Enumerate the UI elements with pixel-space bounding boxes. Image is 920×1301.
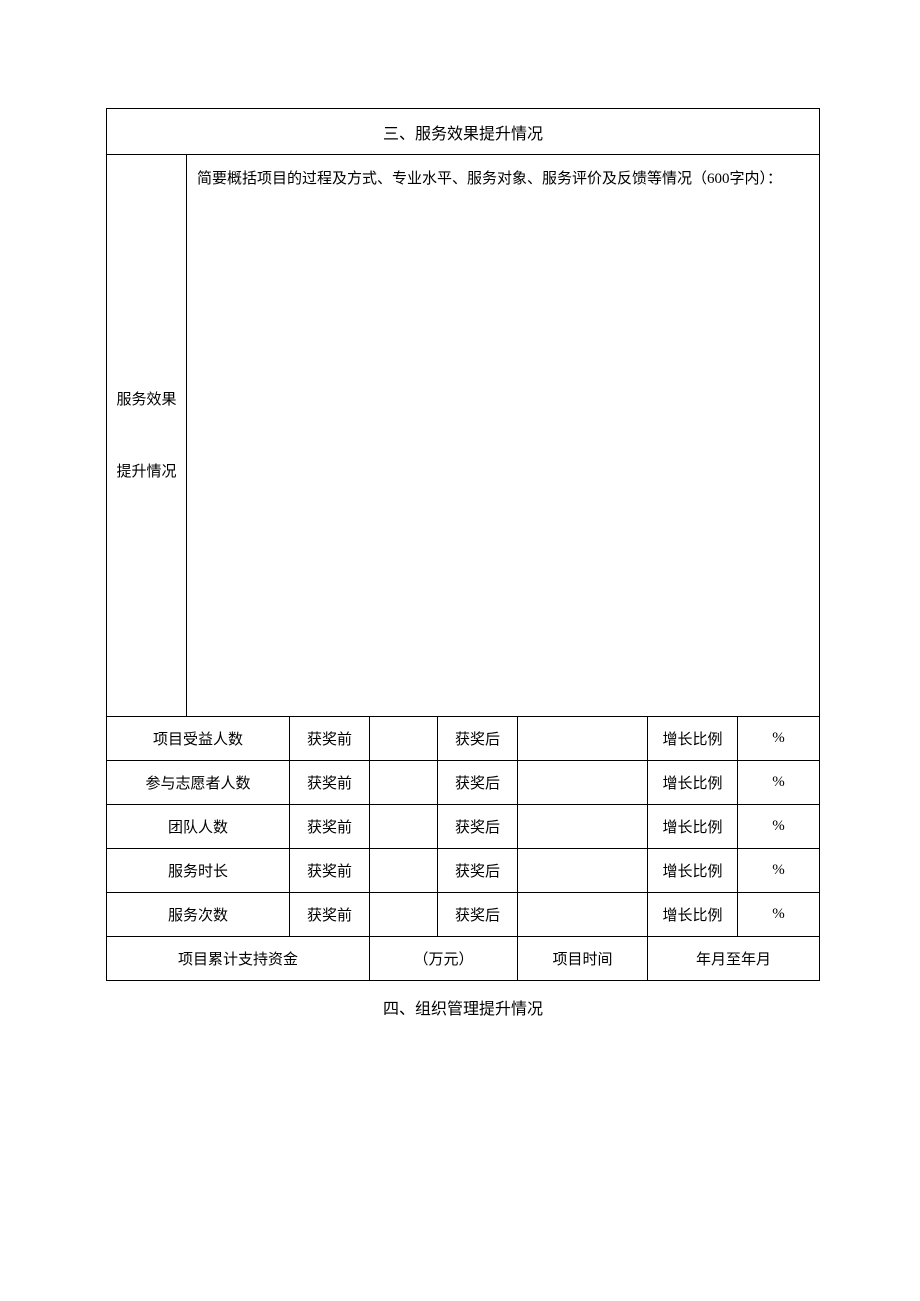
ratio-value: %	[738, 805, 820, 849]
after-label: 获奖后	[438, 849, 518, 893]
metric-label: 参与志愿者人数	[107, 761, 290, 805]
ratio-value: %	[738, 893, 820, 937]
after-value	[518, 761, 648, 805]
before-label: 获奖前	[290, 893, 370, 937]
after-value	[518, 849, 648, 893]
ratio-value: %	[738, 717, 820, 761]
before-label: 获奖前	[290, 761, 370, 805]
ratio-value: %	[738, 761, 820, 805]
after-label: 获奖后	[438, 805, 518, 849]
before-value	[370, 893, 438, 937]
metric-label: 项目受益人数	[107, 717, 290, 761]
metric-label: 服务次数	[107, 893, 290, 937]
table-row: 团队人数 获奖前 获奖后 增长比例 %	[107, 805, 820, 849]
table-row: 项目受益人数 获奖前 获奖后 增长比例 %	[107, 717, 820, 761]
table-row: 服务时长 获奖前 获奖后 增长比例 %	[107, 849, 820, 893]
ratio-label: 增长比例	[648, 717, 738, 761]
section-title: 三、服务效果提升情况	[107, 109, 820, 155]
service-effect-table: 三、服务效果提升情况 服务效果 提升情况 简要概括项目的过程及方式、专业水平、服…	[106, 108, 820, 981]
summary-prompt: 简要概括项目的过程及方式、专业水平、服务对象、服务评价及反馈等情况（600字内）…	[187, 155, 820, 717]
table-row: 参与志愿者人数 获奖前 获奖后 增长比例 %	[107, 761, 820, 805]
fund-row: 项目累计支持资金 （万元） 项目时间 年月至年月	[107, 937, 820, 981]
fund-label: 项目累计支持资金	[107, 937, 370, 981]
time-value: 年月至年月	[648, 937, 820, 981]
metric-label: 服务时长	[107, 849, 290, 893]
after-value	[518, 805, 648, 849]
table-row: 服务次数 获奖前 获奖后 增长比例 %	[107, 893, 820, 937]
after-value	[518, 717, 648, 761]
after-label: 获奖后	[438, 717, 518, 761]
ratio-value: %	[738, 849, 820, 893]
footer-title: 四、组织管理提升情况	[106, 995, 820, 1019]
metric-label: 团队人数	[107, 805, 290, 849]
after-label: 获奖后	[438, 761, 518, 805]
before-value	[370, 805, 438, 849]
before-value	[370, 849, 438, 893]
before-label: 获奖前	[290, 849, 370, 893]
row-sidebar-label: 服务效果 提升情况	[107, 155, 187, 717]
time-label: 项目时间	[518, 937, 648, 981]
ratio-label: 增长比例	[648, 849, 738, 893]
before-value	[370, 717, 438, 761]
fund-value: （万元）	[370, 937, 518, 981]
ratio-label: 增长比例	[648, 805, 738, 849]
before-label: 获奖前	[290, 717, 370, 761]
ratio-label: 增长比例	[648, 893, 738, 937]
before-label: 获奖前	[290, 805, 370, 849]
ratio-label: 增长比例	[648, 761, 738, 805]
after-value	[518, 893, 648, 937]
after-label: 获奖后	[438, 893, 518, 937]
before-value	[370, 761, 438, 805]
